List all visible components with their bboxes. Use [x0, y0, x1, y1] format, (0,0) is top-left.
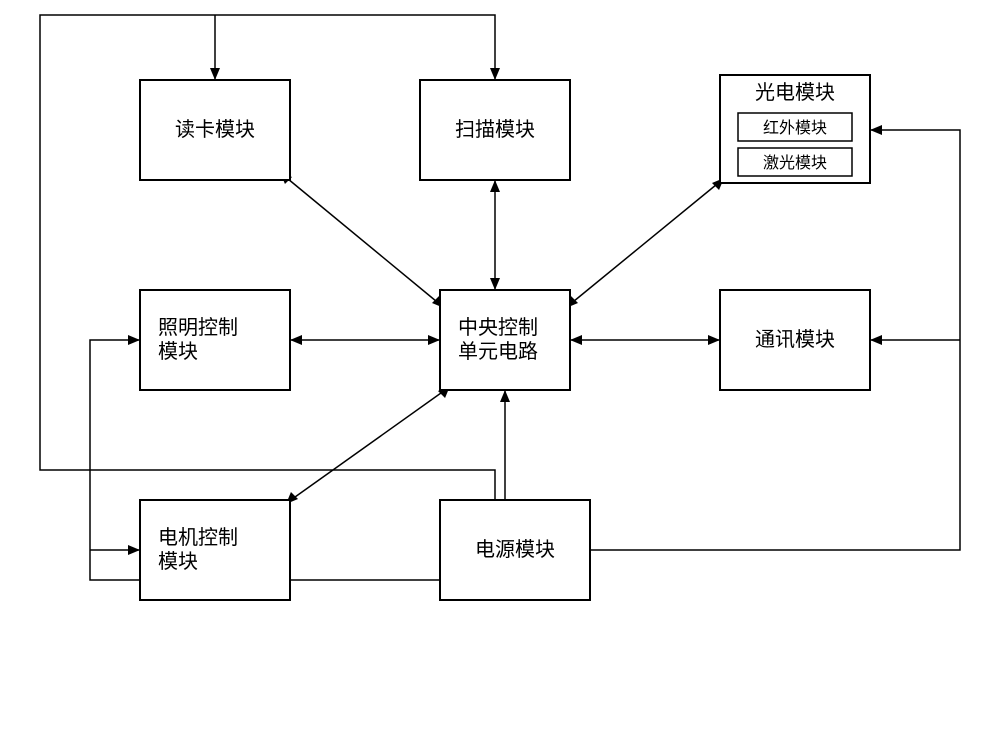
cpu-label: 单元电路: [458, 340, 538, 363]
box-card_reader: 读卡模块: [140, 80, 290, 180]
cpu-label: 中央控制: [458, 316, 538, 339]
optical-sub-0-label: 红外模块: [763, 119, 827, 137]
card_reader-label: 读卡模块: [175, 118, 255, 141]
comm-label: 通讯模块: [755, 328, 835, 351]
power-label: 电源模块: [475, 538, 555, 561]
optical-label: 光电模块: [755, 81, 835, 104]
box-lighting: 照明控制模块: [140, 290, 290, 390]
box-cpu: 中央控制单元电路: [440, 290, 570, 390]
motor-label: 模块: [158, 550, 198, 573]
box-motor: 电机控制模块: [140, 500, 290, 600]
box-comm: 通讯模块: [720, 290, 870, 390]
box-power: 电源模块: [440, 500, 590, 600]
motor-label: 电机控制: [158, 526, 238, 549]
box-scan: 扫描模块: [420, 80, 570, 180]
lighting-label: 照明控制: [158, 316, 238, 339]
lighting-label: 模块: [158, 340, 198, 363]
scan-label: 扫描模块: [455, 118, 535, 141]
box-optical: 光电模块红外模块激光模块: [720, 75, 870, 183]
optical-sub-1-label: 激光模块: [763, 154, 827, 172]
